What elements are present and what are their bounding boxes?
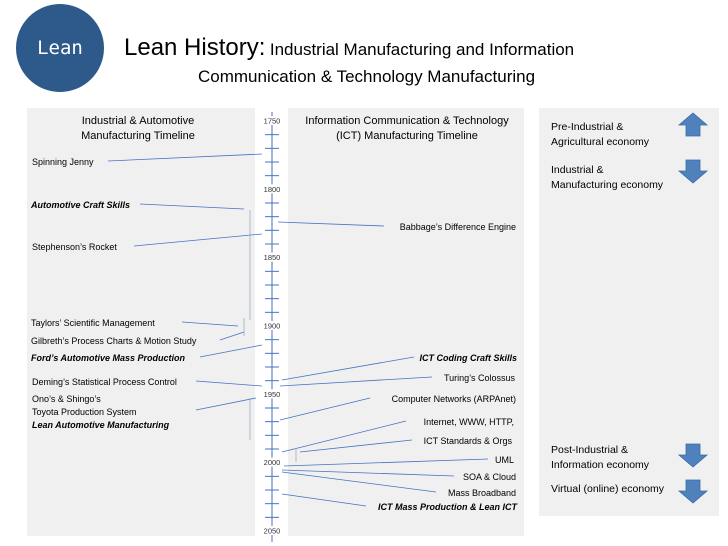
- connector-arpanet: [279, 397, 371, 421]
- connector-spinning-jenny: [107, 153, 263, 162]
- timeline-axis: 1750 1800 1850 1900 1950 2000 2050: [261, 112, 283, 542]
- event-gilbreth-process-charts: Gilbreth’s Process Charts & Motion Study: [31, 336, 197, 346]
- event-uml: UML: [494, 455, 514, 465]
- ict-header-line2: (ICT) Manufacturing Timeline: [336, 130, 478, 142]
- tick-label-bg: [261, 389, 283, 399]
- legend-pre-industrial-line2: Agricultural economy: [551, 136, 650, 148]
- industrial-header-line2: Manufacturing Timeline: [81, 130, 195, 142]
- legend-post-industrial-line1: Post-Industrial &: [551, 444, 629, 456]
- event-ford-mass-production: Ford’s Automotive Mass Production: [31, 353, 186, 363]
- ict-timeline-header: Information Communication & Technology (…: [294, 114, 520, 144]
- legend-virtual-line1: Virtual (online) economy: [551, 483, 665, 495]
- connector-toyota: [195, 397, 257, 411]
- connector-gilbreth: [219, 331, 245, 341]
- connector-babbage: [277, 221, 385, 227]
- left-connectors: [107, 153, 263, 440]
- event-mass-broadband: Mass Broadband: [447, 488, 516, 498]
- industrial-timeline-header: Industrial & Automotive Manufacturing Ti…: [40, 114, 236, 144]
- industrial-timeline-panel: [27, 108, 255, 536]
- legend-post-industrial-line2: Information economy: [551, 459, 650, 471]
- event-turings-colossus: Turing’s Colossus: [443, 373, 515, 383]
- event-lean-automotive-manufacturing: Lean Automotive Manufacturing: [32, 420, 170, 430]
- down-arrow-icon: [677, 159, 709, 184]
- connector-ford: [199, 344, 263, 358]
- event-internet-www-http: Internet, WWW, HTTP,: [423, 417, 514, 427]
- connector-ict-coding: [281, 356, 415, 381]
- event-automotive-craft-skills: Automotive Craft Skills: [31, 200, 131, 210]
- connector-automotive-craft: [139, 203, 245, 210]
- event-toyota-production-system: Toyota Production System: [32, 407, 137, 417]
- event-ict-mass-production-lean-ict: ICT Mass Production & Lean ICT: [377, 502, 517, 512]
- title-main: Lean History:: [124, 34, 266, 61]
- connector-stephensons-rocket: [133, 233, 263, 247]
- title-sub2: Communication & Technology Manufacturing: [198, 67, 536, 86]
- legend-post-industrial: Post-Industrial & Information economy: [551, 443, 649, 473]
- connector-uml: [283, 458, 489, 467]
- event-spinning-jenny: Spinning Jenny: [32, 157, 94, 167]
- connector-internet: [281, 420, 407, 453]
- event-deming-spc: Deming’s Statistical Process Control: [32, 377, 177, 387]
- page-title: Lean History: Industrial Manufacturing a…: [124, 34, 574, 62]
- event-stephensons-rocket: Stephenson’s Rocket: [32, 242, 117, 252]
- connector-soa-cloud: [281, 469, 455, 477]
- tick-label-2000: 2000: [264, 458, 281, 467]
- lean-logo: Lean: [16, 4, 104, 92]
- tick-label-bg: [261, 184, 283, 194]
- legend-pre-industrial-line1: Pre-Industrial &: [551, 121, 624, 133]
- connector-mass-broadband: [281, 471, 437, 493]
- event-ono-shingo: Ono’s & Shingo’s: [32, 394, 101, 404]
- down-arrow-icon: [677, 479, 709, 504]
- connector-taylor: [181, 321, 239, 327]
- ict-header-line1: Information Communication & Technology: [305, 115, 509, 127]
- tick-label-1800: 1800: [264, 185, 281, 194]
- tick-label-1850: 1850: [264, 253, 281, 262]
- legend-industrial-line1: Industrial &: [551, 164, 604, 176]
- legend-industrial: Industrial & Manufacturing economy: [551, 163, 663, 193]
- down-arrow-icon: [677, 443, 709, 468]
- tick-label-bg: [261, 116, 283, 125]
- tick-label-2050: 2050: [264, 527, 281, 536]
- connector-ict-mass-production: [281, 493, 367, 507]
- event-ict-standards-orgs: ICT Standards & Orgs: [423, 436, 512, 446]
- legend-pre-industrial: Pre-Industrial & Agricultural economy: [551, 120, 649, 150]
- tick-label-bg: [261, 252, 283, 262]
- tick-label-bg: [261, 321, 283, 330]
- legend-virtual: Virtual (online) economy: [551, 482, 664, 497]
- event-taylors-scientific-management: Taylors’ Scientific Management: [31, 318, 155, 328]
- tick-label-bg: [261, 457, 283, 467]
- tick-label-bg: [261, 526, 283, 535]
- event-ict-coding-craft-skills: ICT Coding Craft Skills: [419, 353, 517, 363]
- tick-label-1950: 1950: [264, 390, 281, 399]
- event-soa-cloud: SOA & Cloud: [462, 472, 516, 482]
- industrial-header-line1: Industrial & Automotive: [81, 115, 195, 127]
- connector-turing: [279, 376, 433, 387]
- up-arrow-icon: [677, 112, 709, 137]
- title-sub1: Industrial Manufacturing and Information: [269, 40, 575, 59]
- connector-ict-standards: [299, 439, 413, 453]
- connector-deming: [195, 380, 263, 387]
- logo-text: Lean: [37, 37, 83, 59]
- event-computer-networks: Computer Networks (ARPAnet): [391, 394, 516, 404]
- tick-label-1750: 1750: [264, 117, 281, 126]
- event-babbage-difference-engine: Babbage’s Difference Engine: [399, 222, 516, 232]
- tick-label-1900: 1900: [264, 322, 281, 331]
- right-connectors: [277, 221, 489, 507]
- legend-industrial-line2: Manufacturing economy: [551, 179, 664, 191]
